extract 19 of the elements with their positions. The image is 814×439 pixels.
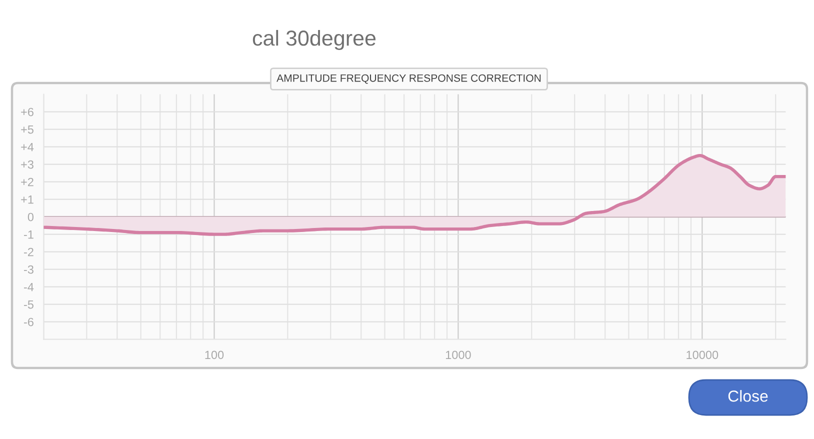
y-tick-label: +2	[21, 178, 34, 186]
text: Close	[728, 390, 768, 402]
y-tick-label: +5	[21, 125, 34, 134]
y-tick-label: +1	[21, 195, 34, 204]
x-tick-label: 100	[205, 350, 224, 360]
y-tick-label: 0	[28, 212, 34, 222]
y-tick-label: -1	[24, 230, 34, 239]
chart-subtitle: AMPLITUDE FREQUENCY RESPONSE CORRECTION	[276, 74, 541, 84]
y-tick-label: -2	[24, 248, 34, 256]
x-tick-label: 10000	[686, 350, 718, 360]
y-tick-label: -5	[24, 300, 34, 309]
x-tick-label: 1000	[446, 350, 471, 360]
y-tick-label: -3	[24, 265, 34, 274]
y-tick-label: +3	[21, 160, 34, 169]
y-tick-label: +4	[21, 142, 34, 152]
y-tick-label: -4	[24, 282, 34, 292]
chart-title: cal 30degree	[252, 30, 376, 50]
y-tick-label: -6	[24, 318, 34, 326]
y-tick-label: +6	[21, 108, 34, 116]
